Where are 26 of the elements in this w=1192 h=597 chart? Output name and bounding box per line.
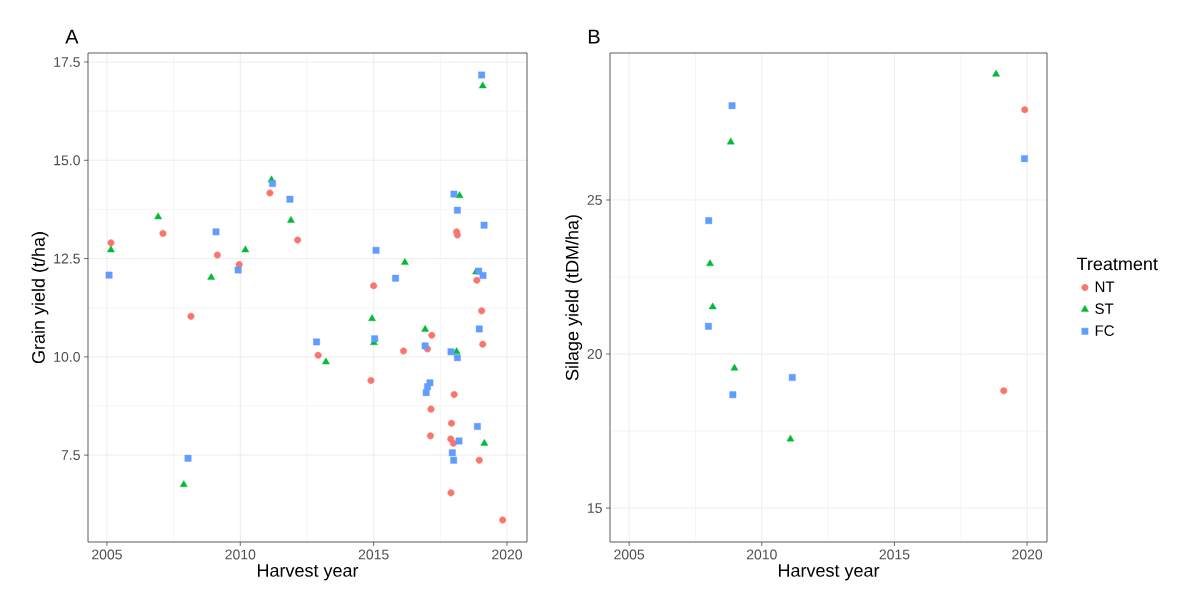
legend-label: NT (1095, 281, 1115, 292)
y-tick-label: 20 (587, 349, 602, 359)
y-tick-label: 15 (587, 503, 602, 513)
chart-title: A (65, 29, 79, 44)
x-tick-label: 2005 (614, 549, 645, 560)
chart-title: B (588, 29, 600, 44)
y-axis-title: Silage yield (tDM/ha) (565, 215, 583, 381)
x-tick-label: 2020 (492, 549, 523, 560)
x-axis-title: Harvest year (778, 564, 880, 581)
x-tick-label: 2010 (225, 549, 256, 560)
x-tick-label: 2005 (92, 549, 122, 560)
x-tick-label: 2010 (746, 549, 777, 560)
x-tick-label: 2015 (358, 549, 389, 560)
x-axis-title: Harvest year (257, 564, 359, 581)
x-tick-label: 2015 (879, 549, 910, 560)
legend-label: ST (1095, 303, 1114, 314)
x-tick-label: 2020 (1012, 549, 1043, 560)
y-tick-label: 7.5 (61, 450, 80, 461)
y-tick-label: 17.5 (54, 57, 80, 67)
y-tick-label: 12.5 (54, 253, 80, 264)
legend-title: Treatment (1076, 257, 1158, 271)
y-tick-label: 25 (587, 195, 602, 205)
legend-label: FC (1095, 325, 1114, 336)
y-tick-label: 10.0 (54, 351, 80, 362)
y-axis-title: Grain yield (t/ha) (31, 232, 49, 364)
y-tick-label: 15.0 (54, 155, 80, 166)
